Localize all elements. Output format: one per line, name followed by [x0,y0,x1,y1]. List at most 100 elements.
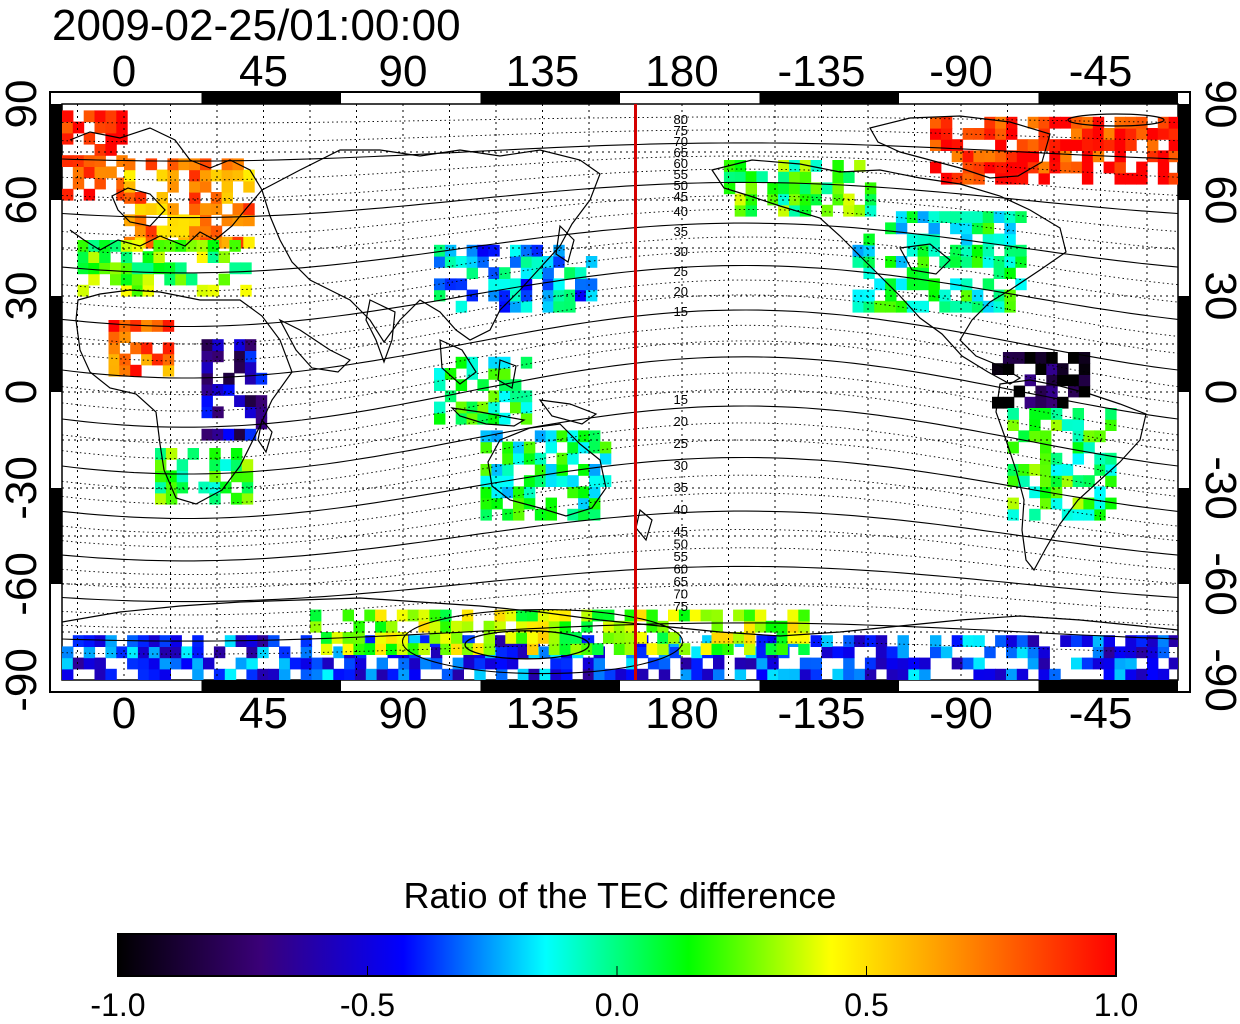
data-cell [186,240,198,252]
data-cell [864,204,877,217]
data-cell [1147,668,1159,680]
data-cell [789,171,801,183]
data-cell [895,278,908,291]
data-cell [995,635,1007,647]
data-cell [499,368,511,380]
data-cell [452,668,464,680]
data-cell [246,635,258,647]
data-cell [962,150,974,163]
data-cell [578,497,590,510]
lon-tick-label-top: 180 [645,47,718,96]
data-cell [209,481,221,494]
data-cell [1103,668,1115,680]
data-cell [488,390,500,403]
contour-label: 80 [674,112,688,127]
data-cell [961,233,973,246]
data-cell [83,110,96,123]
data-cell [499,289,511,302]
data-cell [398,668,410,680]
data-cell [1157,646,1170,659]
data-cell [940,646,953,659]
data-cell [756,657,768,670]
data-cell [72,657,85,670]
data-cell [505,632,517,644]
data-cell [108,353,120,366]
left-latitude-labels: 90 60 30 0 -30 -60 -90 [0,80,46,712]
data-cell [353,643,365,655]
data-cell [230,492,243,505]
data-cell [756,635,768,647]
data-cell [1105,497,1117,510]
data-cell [1072,508,1084,521]
data-cell [928,233,940,246]
data-cell [613,620,626,633]
data-cell [322,657,334,670]
data-cell [162,353,175,366]
data-cell [513,486,525,499]
data-cell [854,635,866,647]
data-cell [787,632,799,644]
data-cell [94,155,106,167]
data-cell [200,169,212,182]
data-cell [234,395,246,407]
data-cell [153,251,165,263]
data-cell [1114,646,1126,659]
data-cell [1060,635,1072,647]
data-cell [1081,150,1094,163]
data-cell [589,430,601,443]
data-cell [203,657,215,670]
data-cell [94,166,106,179]
data-cell [130,320,142,332]
data-cell [940,116,953,129]
data-cell [137,646,150,659]
data-cell [745,204,757,217]
data-cell [548,643,561,655]
data-cell [192,657,204,670]
data-cell [407,643,420,655]
data-cell [165,492,178,505]
data-cell [1049,116,1061,129]
data-cell [444,368,457,380]
data-cell [567,508,579,521]
data-cell [1038,161,1050,174]
data-cell [657,643,669,655]
data-cell [167,180,179,193]
data-cell [396,643,409,655]
mag-lat-contour [62,547,1178,589]
data-cell [542,267,554,279]
data-cell [178,158,190,171]
data-cell [874,278,886,291]
data-cell [776,643,788,655]
data-cell [1157,161,1170,174]
data-cell [148,668,161,680]
data-cell [477,244,489,257]
lat-tick-label-right: -60 [1196,552,1240,616]
data-cell [119,331,131,343]
data-cell [175,240,187,252]
data-cell [875,646,888,659]
frame-bar-top [201,92,341,104]
data-cell [821,635,833,647]
data-cell [223,428,235,441]
data-cell [156,225,168,238]
data-cell [993,233,1005,246]
data-cell [613,632,626,644]
data-cell [930,646,942,659]
lat-tick-label-right: -90 [1196,648,1240,712]
data-cell [1147,657,1159,670]
data-cell [700,643,712,655]
data-cell [480,497,492,510]
data-cell [83,635,96,647]
data-cell [897,646,909,659]
data-cell [961,300,973,313]
data-cell [196,240,209,252]
data-cell [105,668,117,680]
data-cell [466,412,478,425]
data-cell [145,236,158,249]
data-cell [491,464,503,476]
data-cell [993,256,1005,268]
lat-tick-label-right: 30 [1196,272,1240,321]
data-cell [474,657,486,670]
data-cell [973,150,985,163]
data-cell [1071,161,1083,174]
